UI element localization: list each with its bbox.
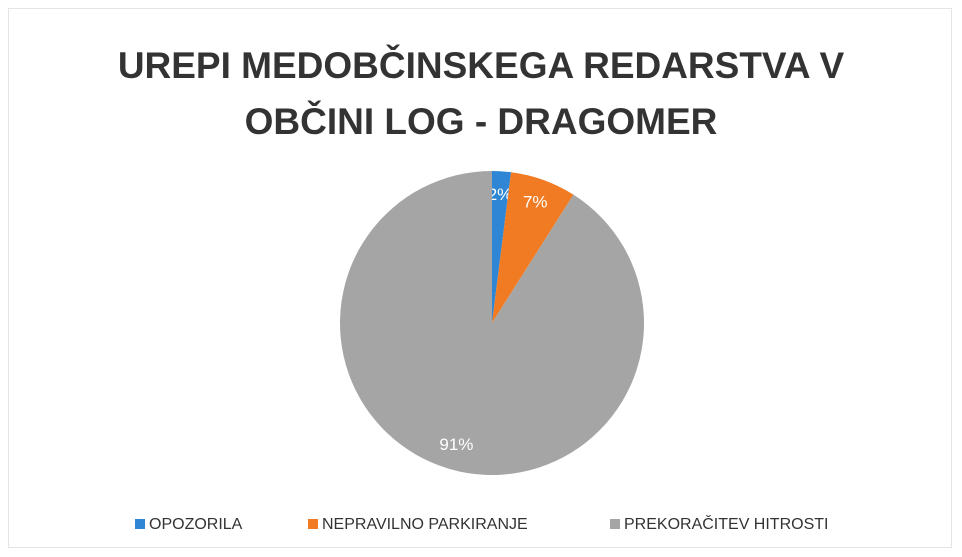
data-label: 2% (488, 185, 513, 204)
data-label: 91% (439, 435, 473, 454)
pie-slice (339, 171, 644, 476)
pie-slice (492, 172, 574, 323)
legend-label: NEPRAVILNO PARKIRANJE (322, 516, 528, 533)
chart-title: UREPI MEDOBČINSKEGA REDARSTVA V OBČINI L… (117, 45, 845, 142)
data-label: 7% (523, 192, 548, 211)
legend-marker (308, 519, 318, 529)
chart-frame (8, 8, 952, 548)
legend-label: OPOZORILA (149, 516, 243, 533)
legend-marker (610, 519, 620, 529)
legend-label: PREKORAČITEV HITROSTI (624, 514, 828, 533)
legend-marker (135, 519, 145, 529)
pie-slice (492, 171, 512, 323)
